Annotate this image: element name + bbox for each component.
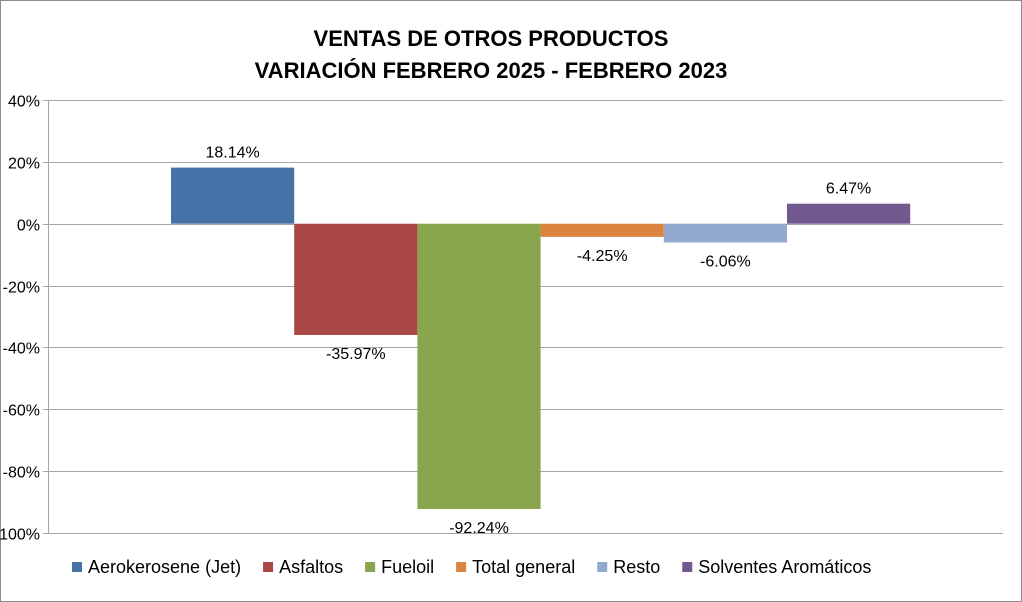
data-label: -6.06% (700, 253, 751, 270)
bar-resto (663, 223, 787, 243)
legend-swatch (72, 562, 82, 572)
data-label: 18.14% (205, 145, 259, 162)
bar-solventes-arom-ticos (787, 203, 911, 224)
y-tick-label: -100% (0, 527, 40, 544)
bar-aerokerosene-jet- (171, 167, 295, 224)
legend-swatch (263, 562, 274, 572)
data-label: -35.97% (326, 346, 386, 363)
legend-swatch (456, 562, 467, 572)
y-tick-label: 40% (8, 94, 40, 111)
y-tick-label: -60% (3, 403, 40, 420)
legend-label: Solventes Aromáticos (698, 557, 871, 577)
legend-label: Fueloil (381, 557, 434, 577)
legend-label: Aerokerosene (Jet) (88, 557, 241, 577)
legend-label: Total general (472, 557, 575, 577)
legend-swatch (597, 562, 608, 572)
y-tick-label: -40% (3, 341, 40, 358)
bar-fueloil (417, 223, 541, 509)
bar-asfaltos (294, 223, 418, 335)
legend-swatch (682, 562, 693, 572)
data-label: -92.24% (449, 520, 509, 537)
legend-label: Resto (613, 557, 660, 577)
chart-subtitle: VARIACIÓN FEBRERO 2025 - FEBRERO 2023 (255, 58, 728, 83)
y-tick-label: -80% (3, 465, 40, 482)
bar-total-general (540, 223, 664, 237)
data-label: -4.25% (577, 248, 628, 265)
legend-swatch (365, 562, 376, 572)
legend-label: Asfaltos (279, 557, 343, 577)
y-tick-label: 20% (8, 156, 40, 173)
chart-title: VENTAS DE OTROS PRODUCTOS (314, 26, 669, 51)
data-label: 6.47% (826, 181, 871, 198)
y-tick-label: 0% (17, 218, 40, 235)
y-tick-label: -20% (3, 280, 40, 297)
